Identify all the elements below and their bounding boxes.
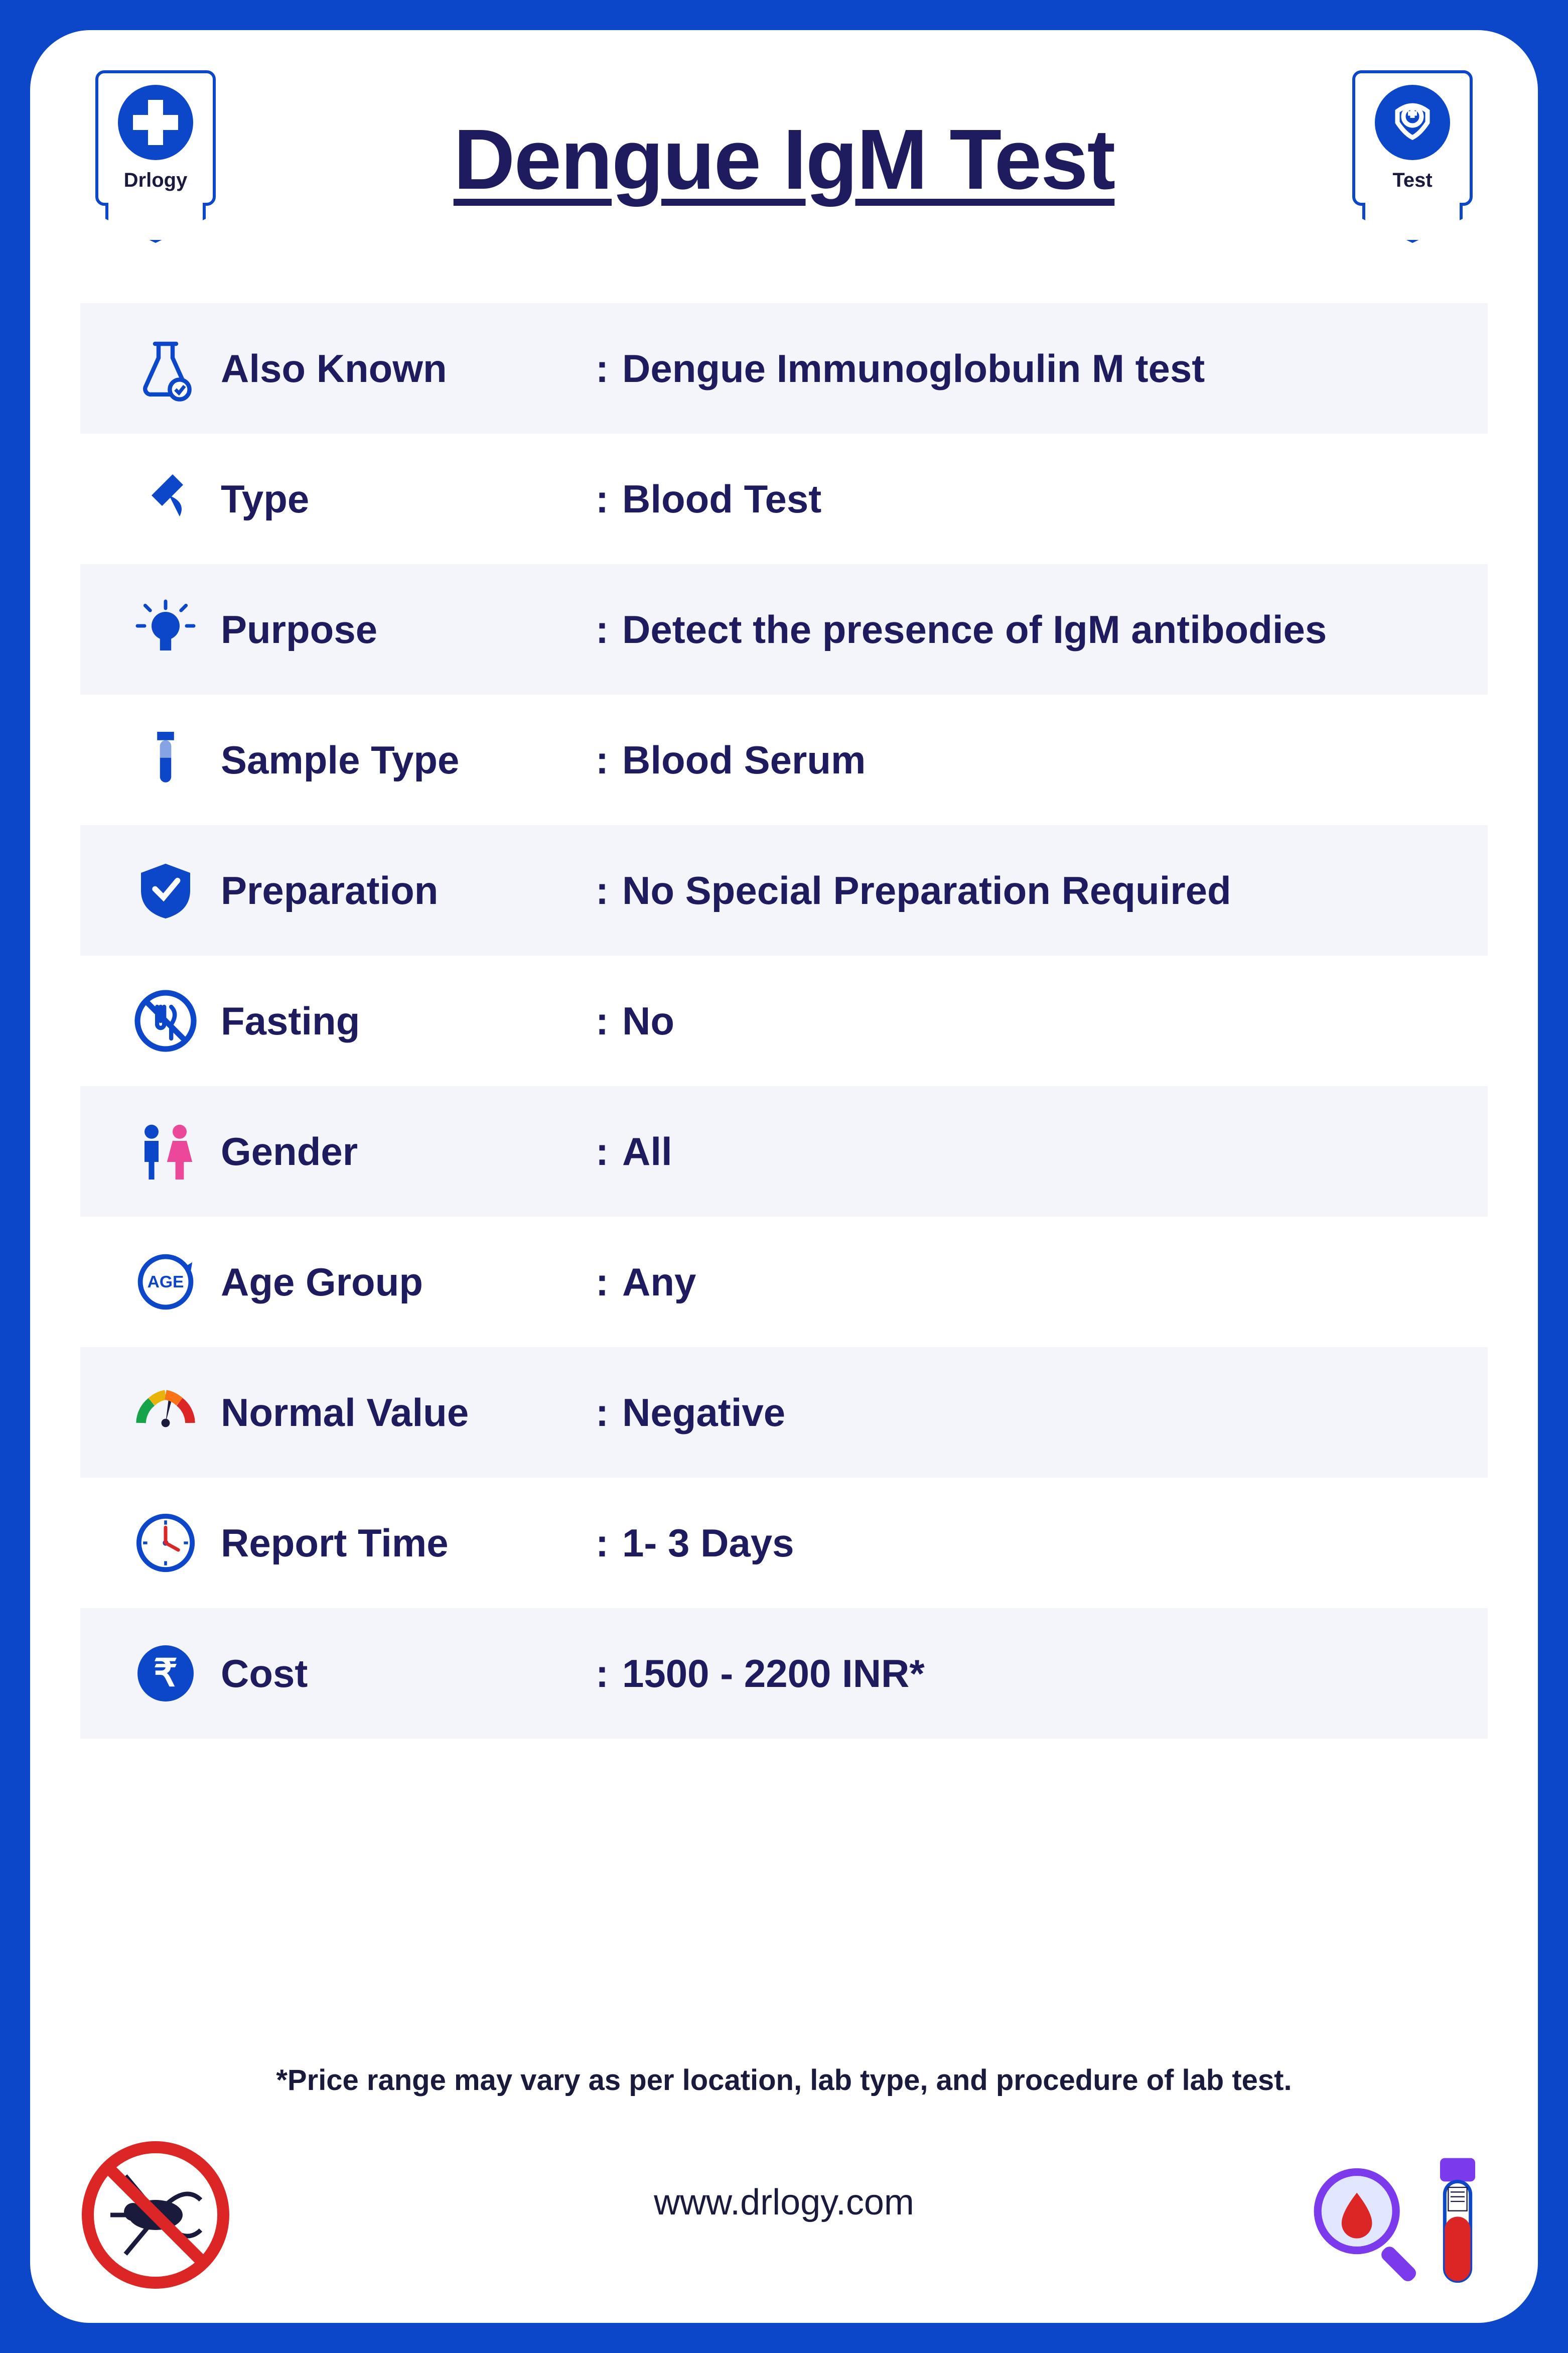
no-mosquito-icon — [80, 2140, 231, 2293]
rupee-icon: ₹ — [110, 1638, 221, 1709]
row-label: Also Known — [221, 346, 582, 391]
badge-chevron-icon — [105, 203, 206, 243]
row-value: Blood Test — [622, 476, 1458, 522]
badge-chevron-icon — [1362, 203, 1463, 243]
drlogy-logo-icon — [118, 85, 193, 160]
disclaimer-text: *Price range may vary as per location, l… — [30, 2038, 1538, 2112]
row-value: No — [622, 998, 1458, 1044]
info-row: Purpose : Detect the presence of IgM ant… — [80, 564, 1488, 695]
row-label: Sample Type — [221, 737, 582, 783]
row-colon: : — [582, 1390, 622, 1435]
row-colon: : — [582, 1651, 622, 1696]
testtube-icon — [110, 725, 221, 795]
row-label: Fasting — [221, 998, 582, 1044]
badge-right: Test — [1347, 70, 1478, 243]
badge-right-label: Test — [1392, 169, 1432, 192]
row-value: Dengue Immunoglobulin M test — [622, 346, 1458, 391]
info-row: Preparation : No Special Preparation Req… — [80, 825, 1488, 956]
row-label: Age Group — [221, 1259, 582, 1305]
badge-left: Drlogy — [90, 70, 221, 243]
row-colon: : — [582, 868, 622, 913]
row-label: Gender — [221, 1129, 582, 1174]
row-value: 1500 - 2200 INR* — [622, 1651, 1458, 1696]
clock-icon — [110, 1508, 221, 1578]
row-colon: : — [582, 607, 622, 652]
row-colon: : — [582, 998, 622, 1044]
info-row: Sample Type : Blood Serum — [80, 695, 1488, 825]
test-info-card: Drlogy Dengue IgM Test Test Also Known : — [30, 30, 1538, 2323]
test-logo-icon — [1375, 85, 1450, 160]
badge-left-label: Drlogy — [124, 169, 188, 192]
svg-text:₹: ₹ — [154, 1652, 178, 1694]
footer-url: www.drlogy.com — [654, 2182, 914, 2223]
info-row: Fasting : No — [80, 956, 1488, 1086]
footer: www.drlogy.com — [30, 2112, 1538, 2323]
info-row: Normal Value : Negative — [80, 1347, 1488, 1478]
page-title: Dengue IgM Test — [454, 110, 1114, 209]
info-row: AGE Age Group : Any — [80, 1217, 1488, 1347]
row-value: Negative — [622, 1390, 1458, 1435]
lightbulb-icon — [110, 594, 221, 665]
info-row: ₹ Cost : 1500 - 2200 INR* — [80, 1608, 1488, 1739]
row-label: Report Time — [221, 1520, 582, 1566]
info-row: Gender : All — [80, 1086, 1488, 1217]
row-value: Any — [622, 1259, 1458, 1305]
row-label: Normal Value — [221, 1390, 582, 1435]
row-value: All — [622, 1129, 1458, 1174]
row-label: Cost — [221, 1651, 582, 1696]
row-colon: : — [582, 346, 622, 391]
row-colon: : — [582, 1259, 622, 1305]
info-row: Also Known : Dengue Immunoglobulin M tes… — [80, 303, 1488, 434]
info-rows: Also Known : Dengue Immunoglobulin M tes… — [30, 303, 1538, 2038]
row-value: Detect the presence of IgM antibodies — [622, 607, 1458, 652]
row-label: Purpose — [221, 607, 582, 652]
no-food-icon — [110, 986, 221, 1056]
row-label: Preparation — [221, 868, 582, 913]
info-row: Type : Blood Test — [80, 434, 1488, 564]
row-value: 1- 3 Days — [622, 1520, 1458, 1566]
header: Drlogy Dengue IgM Test Test — [30, 70, 1538, 243]
age-icon: AGE — [110, 1247, 221, 1317]
row-colon: : — [582, 1129, 622, 1174]
row-colon: : — [582, 476, 622, 522]
row-label: Type — [221, 476, 582, 522]
row-value: No Special Preparation Required — [622, 868, 1458, 913]
svg-text:AGE: AGE — [148, 1273, 184, 1291]
gender-icon — [110, 1116, 221, 1187]
blood-tube-icon — [1428, 2152, 1488, 2293]
row-colon: : — [582, 737, 622, 783]
flask-icon — [110, 333, 221, 404]
info-row: Report Time : 1- 3 Days — [80, 1478, 1488, 1608]
shield-check-icon — [110, 855, 221, 926]
magnifier-blood-icon — [1307, 2162, 1417, 2293]
gauge-icon — [110, 1377, 221, 1448]
row-value: Blood Serum — [622, 737, 1458, 783]
row-colon: : — [582, 1520, 622, 1566]
microscope-icon — [110, 464, 221, 534]
